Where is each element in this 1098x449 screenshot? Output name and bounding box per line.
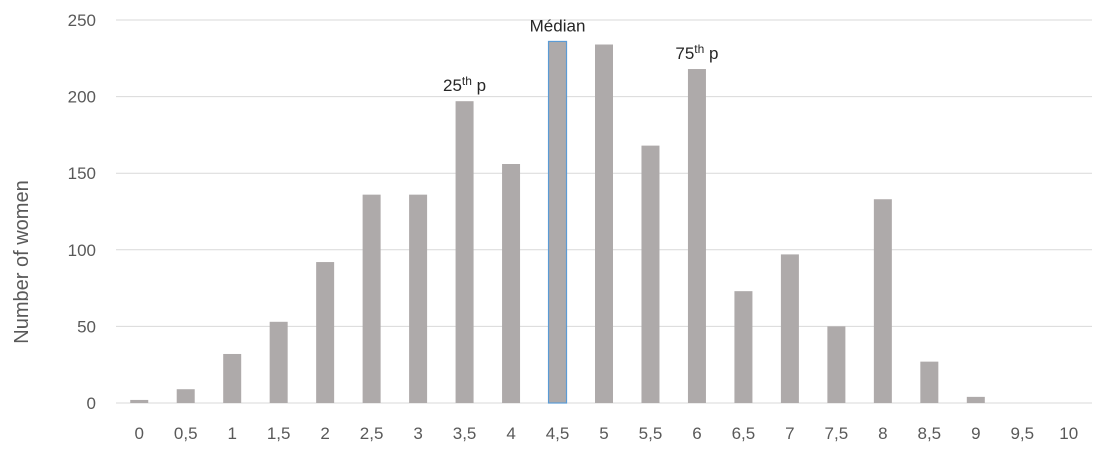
bar — [827, 326, 846, 403]
x-axis-ticks: 0 0,5 1 1,5 2 2,5 3 3,5 4 4,5 5 5,5 6 6,5 7 7,5 8 8,5 9 9,5… — [135, 424, 1079, 443]
bar — [455, 101, 474, 404]
x-tick-label: 7,5 — [825, 424, 849, 443]
y-axis-label: Number of women — [11, 180, 33, 343]
bar — [734, 291, 753, 403]
x-tick-label: 4,5 — [546, 424, 570, 443]
y-tick-label: 150 — [68, 164, 96, 183]
y-axis-ticks: 0 50 100 150 200 250 — [68, 11, 96, 413]
x-tick-label: 5 — [599, 424, 608, 443]
bars — [130, 40, 985, 404]
x-tick-label: 1,5 — [267, 424, 291, 443]
annotations: 25th p Médian 75th p — [443, 16, 719, 95]
x-tick-label: 5,5 — [639, 424, 663, 443]
bar — [920, 361, 939, 403]
bar — [316, 262, 335, 403]
annotation-label: 75th p — [675, 42, 718, 63]
bar — [595, 44, 613, 404]
x-tick-label: 8,5 — [918, 424, 942, 443]
bar — [641, 145, 660, 403]
bar — [780, 254, 799, 403]
x-tick-label: 6 — [692, 424, 701, 443]
x-tick-label: 3,5 — [453, 424, 477, 443]
x-tick-label: 8 — [878, 424, 887, 443]
x-tick-label: 1 — [227, 424, 236, 443]
bar — [130, 399, 149, 403]
x-tick-label: 9,5 — [1010, 424, 1034, 443]
x-tick-label: 0,5 — [174, 424, 198, 443]
bar — [362, 194, 381, 403]
bar — [223, 353, 242, 403]
y-tick-label: 200 — [68, 88, 96, 107]
y-tick-label: 100 — [68, 241, 96, 260]
x-tick-label: 6,5 — [732, 424, 756, 443]
x-tick-label: 4 — [506, 424, 515, 443]
x-tick-label: 7 — [785, 424, 794, 443]
bar — [547, 40, 568, 404]
bar — [176, 389, 195, 403]
x-tick-label: 9 — [971, 424, 980, 443]
bar — [502, 164, 521, 403]
y-tick-label: 0 — [87, 394, 96, 413]
bar — [409, 194, 428, 403]
bar — [873, 199, 892, 403]
x-tick-label: 2,5 — [360, 424, 384, 443]
x-tick-label: 10 — [1059, 424, 1078, 443]
bar — [966, 396, 985, 403]
bar — [687, 69, 706, 404]
annotation-label: Médian — [530, 16, 586, 35]
x-tick-label: 2 — [320, 424, 329, 443]
bar — [269, 321, 288, 403]
x-tick-label: 3 — [413, 424, 422, 443]
x-tick-label: 0 — [135, 424, 144, 443]
y-tick-label: 50 — [77, 317, 96, 336]
annotation-label: 25th p — [443, 74, 486, 95]
y-tick-label: 250 — [68, 11, 96, 30]
